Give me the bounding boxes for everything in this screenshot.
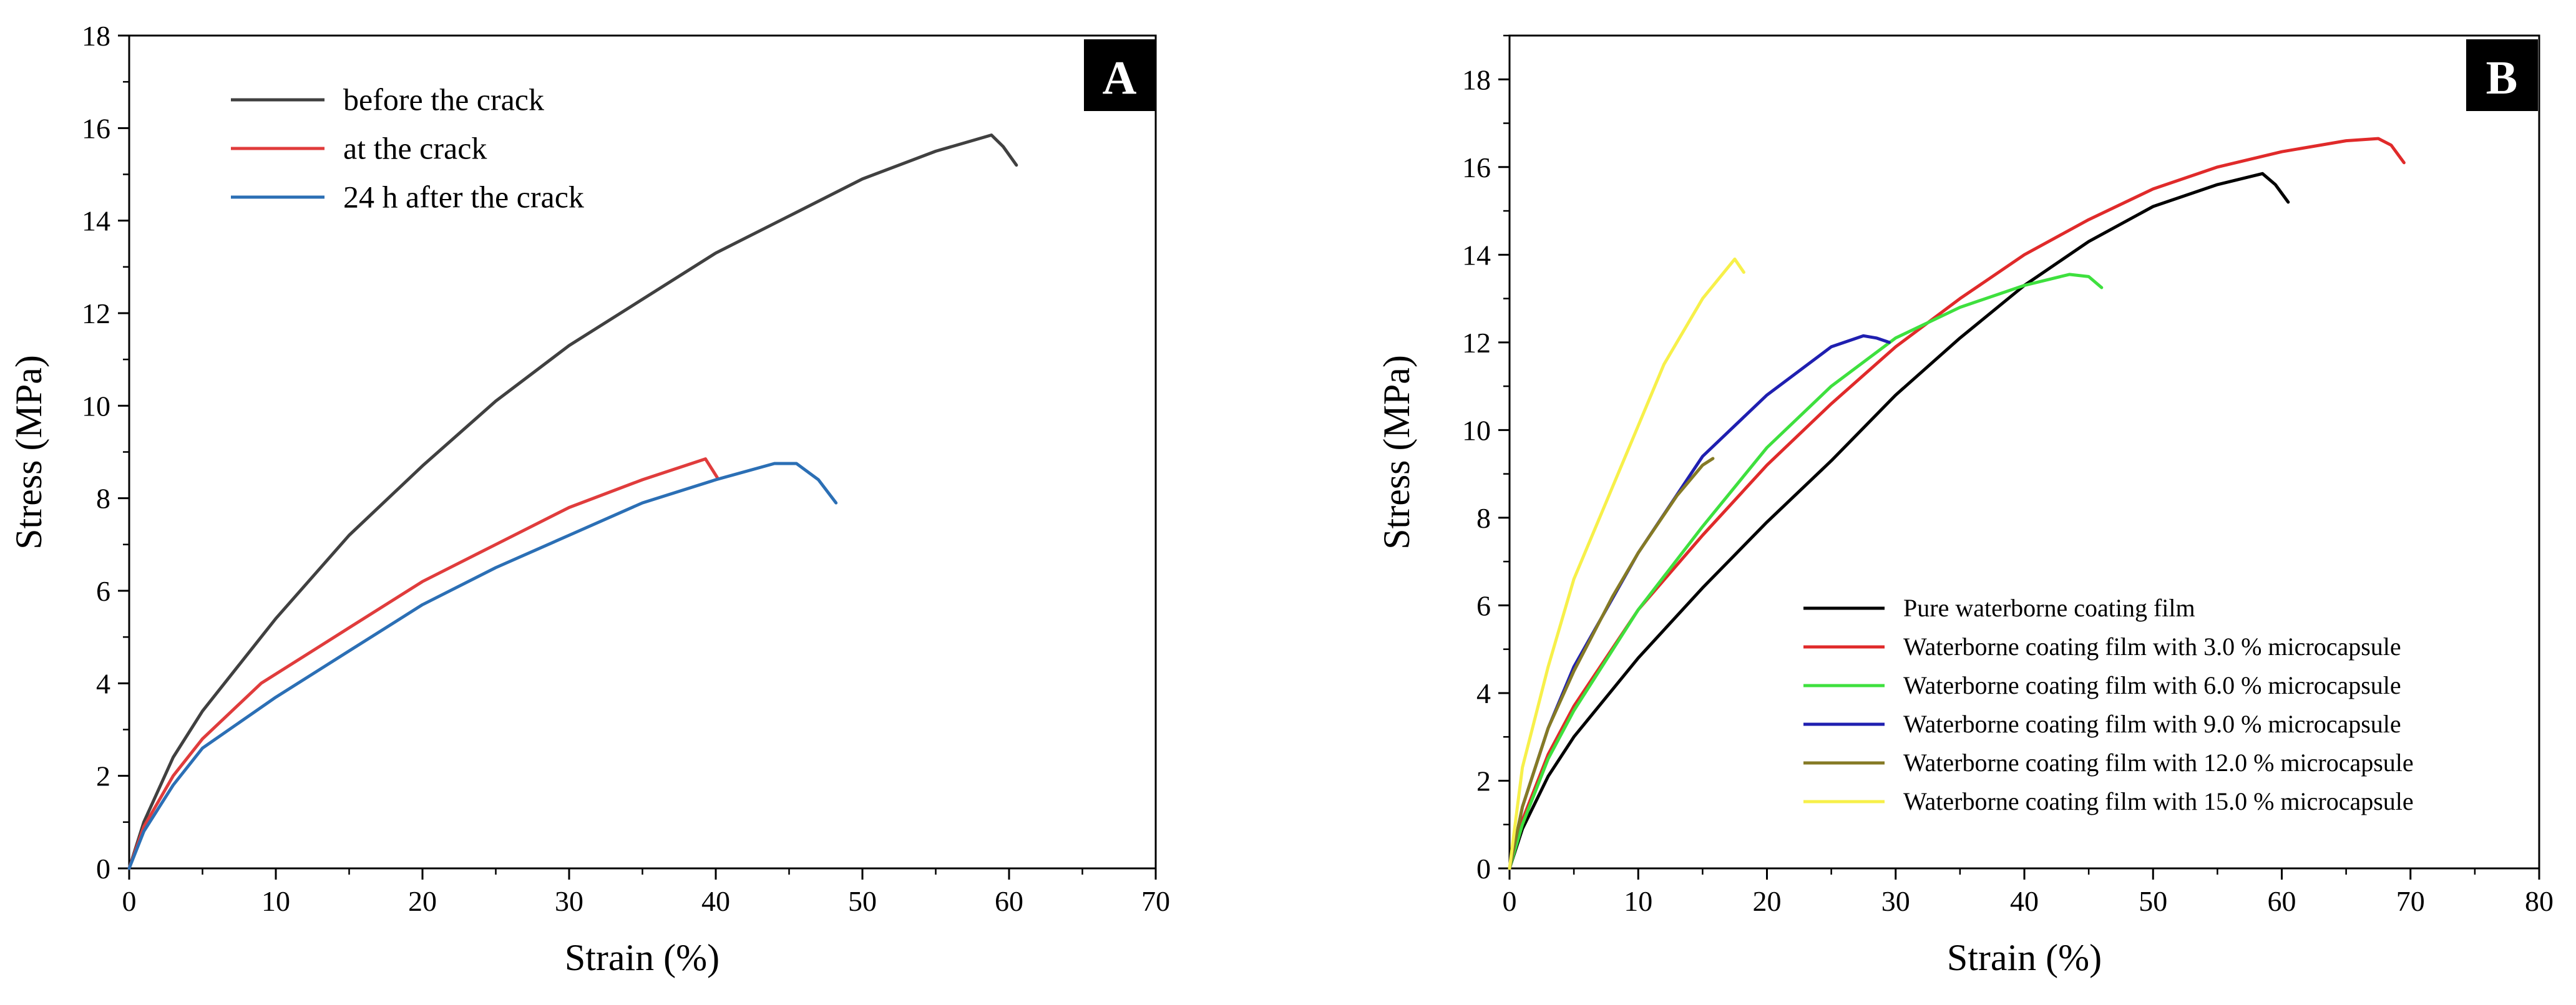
panel-a-x-axis-label: Strain (%)	[565, 937, 720, 978]
panel-b-series-line-5	[1508, 457, 1715, 870]
panel-b-legend-label-3: Waterborne coating film with 6.0 % micro…	[1903, 671, 2401, 699]
panel-b-x-tick-label: 70	[2396, 885, 2425, 917]
panel-a-y-tick-label: 18	[82, 20, 110, 52]
panel-b-y-tick-label: 0	[1476, 853, 1491, 885]
panel-b-series-line-2	[1508, 137, 2406, 870]
panel-b-series-line-6	[1508, 257, 1745, 870]
panel-b-series-line-1	[1508, 172, 2290, 870]
panel-a-y-tick-label: 12	[82, 298, 110, 329]
panel-b-x-tick-label: 40	[2010, 885, 2039, 917]
panel-b-y-tick-label: 8	[1476, 502, 1491, 534]
panel-b-x-tick-label: 20	[1753, 885, 1782, 917]
panel-a-legend-label-2: at the crack	[343, 131, 487, 166]
panel-a-x-tick-label: 50	[848, 885, 877, 917]
panel-a-y-tick-label: 0	[96, 853, 110, 885]
panel-b-y-tick-label: 16	[1462, 152, 1491, 183]
panel-b-series-line-3	[1508, 273, 2104, 870]
panel-a-y-tick-label: 10	[82, 390, 110, 422]
panel-a-y-tick-label: 8	[96, 483, 110, 515]
panel-b-x-tick-label: 10	[1624, 885, 1652, 917]
panel-b-y-axis-label: Stress (MPa)	[1376, 355, 1417, 550]
panel-a-x-tick-label: 40	[701, 885, 730, 917]
panel-b-x-axis-label: Strain (%)	[1947, 937, 2102, 978]
panel-b-plot-frame	[1508, 34, 2540, 870]
panel-a-x-tick-label: 60	[995, 885, 1023, 917]
panel-b-y-tick-label: 6	[1476, 590, 1491, 621]
panel-b-legend-label-2: Waterborne coating film with 3.0 % micro…	[1903, 633, 2401, 661]
panel-a-x-tick-label: 70	[1141, 885, 1170, 917]
panel-a-badge-label: A	[1103, 52, 1137, 104]
panel-a-y-tick-label: 4	[96, 668, 110, 699]
panel-b-y-tick-label: 10	[1462, 414, 1491, 446]
panel-a-badge	[1084, 39, 1156, 111]
panel-a-y-tick-label: 2	[96, 760, 110, 792]
panel-a-x-tick-label: 0	[122, 885, 137, 917]
panel-a-legend: before the crack at the crack 24 h after t…	[231, 82, 584, 215]
panel-b-y-tick-label: 18	[1462, 64, 1491, 95]
panel-a-x-tick-label: 30	[555, 885, 583, 917]
panel-a-y-tick-label: 16	[82, 112, 110, 144]
panel-b-y-tick-label: 2	[1476, 765, 1491, 797]
panel-a-x-tick-label: 10	[261, 885, 290, 917]
panel-b-legend-label-4: Waterborne coating film with 9.0 % micro…	[1903, 710, 2401, 738]
panel-a-series-line-3	[127, 462, 838, 870]
panel-b-badge-label: B	[2486, 52, 2518, 104]
panel-b-badge	[2466, 39, 2538, 111]
panel-b-x-tick-label: 60	[2268, 885, 2296, 917]
chart-panel-b: 0 10 20 30 40 50 60 70 80 0 2 4 6 8 10 12 14 16 18 Pure wa…	[1376, 34, 2554, 978]
panel-a-series-line-2	[127, 457, 719, 870]
panel-a-ticks: 0 10 20 30 40 50 60 70 0 2 4 6 8 10 12 14 16 18	[82, 20, 1170, 917]
panel-b-ticks: 0 10 20 30 40 50 60 70 80 0 2 4 6 8 10 12 14 16 18	[1462, 34, 2554, 917]
panel-b-legend: Pure waterborne coating film Waterborne c…	[1803, 594, 2414, 815]
panel-a-legend-label-1: before the crack	[343, 82, 544, 117]
panel-a-y-tick-label: 6	[96, 575, 110, 607]
panel-b-series	[1508, 137, 2406, 870]
panel-a-legend-label-3: 24 h after the crack	[343, 180, 584, 215]
panel-b-y-tick-label: 12	[1462, 327, 1491, 359]
panel-a-series-line-1	[127, 134, 1018, 870]
panel-b-legend-label-6: Waterborne coating film with 15.0 % micr…	[1903, 787, 2414, 815]
panel-a-x-tick-label: 20	[408, 885, 437, 917]
panel-a-series	[127, 134, 1018, 870]
panel-b-x-tick-label: 30	[1881, 885, 1910, 917]
panel-b-x-tick-label: 0	[1503, 885, 1517, 917]
panel-b-y-tick-label: 14	[1462, 239, 1491, 271]
panel-b-x-tick-label: 80	[2525, 885, 2554, 917]
chart-panel-a: 0 10 20 30 40 50 60 70 0 2 4 6 8 10 12 14 16 18 before th…	[8, 20, 1170, 978]
panel-b-legend-label-5: Waterborne coating film with 12.0 % micr…	[1903, 749, 2414, 777]
panel-b-y-tick-label: 4	[1476, 677, 1491, 709]
panel-a-plot-frame	[128, 34, 1157, 870]
panel-a-y-axis-label: Stress (MPa)	[8, 355, 49, 550]
panel-b-legend-label-1: Pure waterborne coating film	[1903, 594, 2195, 622]
panel-b-x-tick-label: 50	[2139, 885, 2167, 917]
panel-a-y-tick-label: 14	[82, 205, 110, 237]
